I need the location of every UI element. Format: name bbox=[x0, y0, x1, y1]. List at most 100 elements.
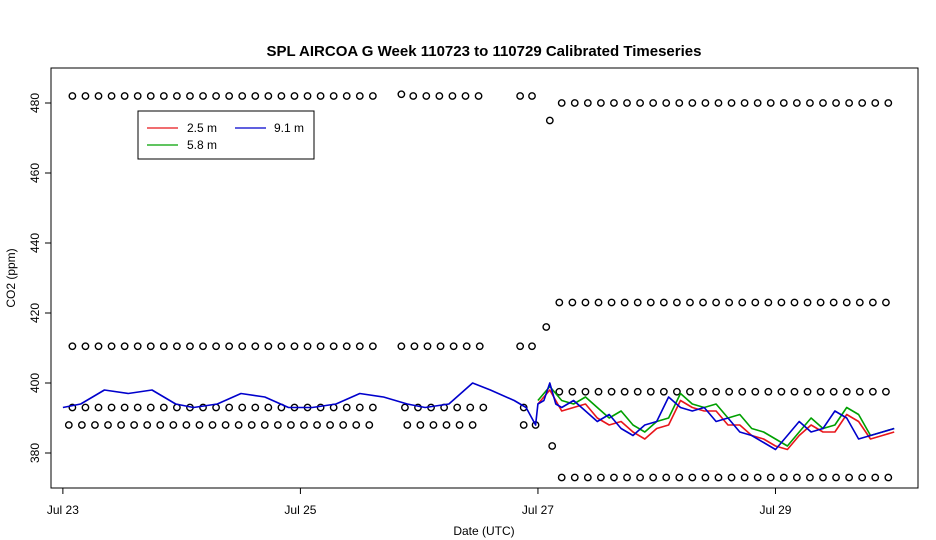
calibration-point bbox=[368, 403, 377, 412]
legend-label-5-8m: 5.8 m bbox=[187, 138, 217, 152]
calibration-point bbox=[251, 403, 260, 412]
calibration-point bbox=[570, 473, 579, 482]
calibration-point bbox=[610, 473, 618, 482]
calibration-point bbox=[542, 323, 551, 331]
calibration-point bbox=[182, 421, 191, 429]
legend-label-9-1m: 9.1 m bbox=[274, 121, 304, 135]
calibration-point bbox=[714, 473, 723, 482]
calibration-point bbox=[455, 421, 464, 429]
calibration-point bbox=[264, 403, 273, 412]
calibration-point bbox=[156, 421, 165, 429]
calibration-point bbox=[516, 342, 525, 351]
calibration-point bbox=[104, 421, 112, 429]
calibration-point bbox=[300, 421, 308, 429]
calibration-point bbox=[688, 473, 697, 482]
series-lines bbox=[62, 382, 895, 451]
calibration-point bbox=[829, 387, 838, 396]
calibration-point bbox=[287, 421, 295, 429]
calibration-point bbox=[673, 298, 681, 307]
calibration-point bbox=[225, 92, 234, 100]
calibration-point bbox=[662, 99, 671, 107]
calibration-point bbox=[871, 99, 880, 107]
calibration-point bbox=[251, 92, 260, 100]
calibration-point bbox=[107, 92, 116, 100]
calibration-point bbox=[725, 387, 734, 396]
calibration-point bbox=[620, 387, 629, 396]
calibration-point bbox=[583, 99, 592, 107]
calibration-point bbox=[803, 387, 812, 396]
calibration-point bbox=[238, 403, 247, 412]
calibration-point bbox=[753, 99, 762, 107]
calibration-point bbox=[636, 473, 644, 482]
calibration-point bbox=[568, 298, 577, 307]
calibration-point bbox=[355, 342, 364, 351]
calibration-point bbox=[81, 403, 90, 412]
calibration-point bbox=[548, 442, 557, 450]
calibration-point bbox=[790, 298, 799, 307]
calibration-point bbox=[172, 342, 181, 351]
calibration-point bbox=[845, 473, 854, 482]
calibration-point bbox=[68, 92, 77, 100]
calibration-point bbox=[221, 421, 230, 429]
calibration-point bbox=[842, 387, 851, 396]
calibration-point bbox=[819, 473, 827, 482]
calibration-point bbox=[701, 99, 710, 107]
calibration-point bbox=[342, 403, 351, 412]
calibration-point bbox=[329, 92, 338, 100]
calibration-point bbox=[260, 421, 269, 429]
calibration-point bbox=[416, 421, 425, 429]
calibration-point bbox=[133, 342, 142, 351]
calibration-point bbox=[120, 403, 129, 412]
x-tick-label: Jul 23 bbox=[47, 503, 79, 517]
calibration-point bbox=[212, 92, 220, 100]
calibration-point bbox=[777, 298, 786, 307]
calibration-point bbox=[686, 387, 694, 396]
y-tick-label: 420 bbox=[28, 303, 42, 323]
calibration-point bbox=[714, 99, 723, 107]
calibration-point bbox=[448, 92, 457, 100]
calibration-point bbox=[225, 342, 234, 351]
calibration-point bbox=[557, 473, 566, 482]
calibration-point bbox=[277, 92, 286, 100]
x-tick-label: Jul 27 bbox=[522, 503, 554, 517]
calibration-point bbox=[403, 421, 412, 429]
calibration-point bbox=[94, 92, 103, 100]
calibration-point bbox=[623, 473, 631, 482]
calibration-point bbox=[199, 92, 207, 100]
calibration-point bbox=[738, 298, 747, 307]
y-tick-label: 480 bbox=[28, 93, 42, 113]
calibration-point bbox=[568, 387, 577, 396]
legend-box bbox=[137, 110, 315, 160]
calibration-point bbox=[725, 298, 734, 307]
calibration-point bbox=[107, 403, 116, 412]
calibration-point bbox=[474, 92, 483, 100]
legend-label-2-5m: 2.5 m bbox=[187, 121, 217, 135]
calibration-point bbox=[133, 92, 142, 100]
calibration-point bbox=[94, 403, 103, 412]
calibration-point bbox=[528, 92, 536, 100]
y-axis: 380 400 420 440 460 480 bbox=[28, 93, 51, 463]
calibration-point bbox=[238, 342, 247, 351]
calibration-point bbox=[462, 342, 471, 351]
calibration-point bbox=[199, 403, 207, 412]
calibration-point bbox=[186, 92, 194, 100]
calibration-point bbox=[777, 387, 786, 396]
series-line-9-1-m bbox=[62, 382, 895, 451]
calibration-point bbox=[238, 92, 247, 100]
calibration-point bbox=[607, 387, 616, 396]
calibration-point bbox=[329, 342, 338, 351]
calibration-point bbox=[303, 342, 312, 351]
calibration-point bbox=[120, 92, 129, 100]
calibration-point bbox=[326, 421, 335, 429]
calibration-point bbox=[519, 421, 528, 429]
calibration-point bbox=[68, 403, 77, 412]
calibration-point bbox=[766, 473, 775, 482]
calibration-point bbox=[882, 298, 890, 307]
calibration-point bbox=[159, 342, 168, 351]
calibration-point bbox=[738, 387, 747, 396]
y-tick-label: 440 bbox=[28, 233, 42, 253]
calibration-point bbox=[662, 473, 671, 482]
calibration-point bbox=[368, 342, 377, 351]
calibration-point bbox=[753, 473, 762, 482]
